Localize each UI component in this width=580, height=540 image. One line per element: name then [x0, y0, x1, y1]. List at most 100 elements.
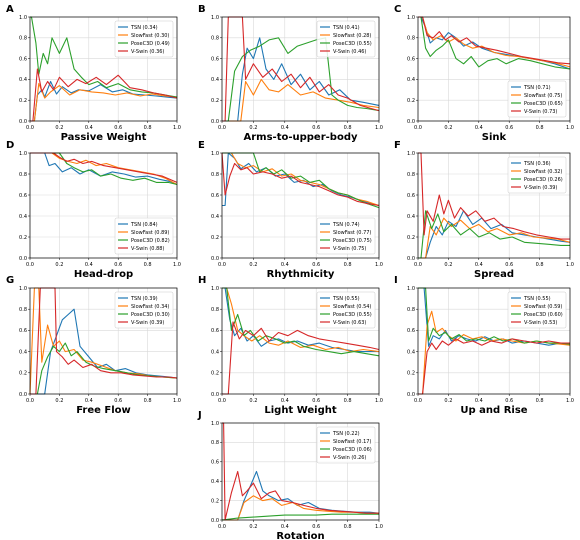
- y-tick-label: 0.6: [211, 193, 219, 199]
- legend-label-slowfast: SlowFast (0.54): [333, 304, 371, 310]
- y-tick-label: 0.0: [211, 518, 219, 524]
- series-line-slowfast: [30, 152, 178, 185]
- x-tick-label: 0.4: [281, 398, 289, 404]
- legend-label-posec3d: PoseC3D (0.60): [524, 312, 563, 318]
- y-tick-label: 0.0: [19, 256, 27, 262]
- plot-frame: [417, 16, 571, 122]
- x-tick-label: 0.2: [249, 125, 257, 131]
- x-tick-label: 0.4: [281, 125, 289, 131]
- x-tick-label: 1.0: [566, 262, 574, 268]
- y-tick-label: 0.6: [407, 56, 415, 62]
- panel-title: Sink: [482, 132, 507, 143]
- x-tick-label: 0.8: [344, 125, 352, 131]
- panel-b: 0.0 0.2 0.4 0.6 0.8 1.0 0.0 0.2 0.4 0.6 0.8 1.0 B Arm…: [198, 4, 383, 143]
- x-tick-label: 0.0: [26, 262, 34, 268]
- y-tick-label: 0.2: [19, 235, 27, 241]
- y-tick-label: 0.8: [19, 36, 27, 42]
- legend-label-slowfast: SlowFast (0.75): [524, 93, 562, 99]
- legend-label-slowfast: SlowFast (0.34): [131, 304, 169, 310]
- panel-j: 0.0 0.2 0.4 0.6 0.8 1.0 0.0 0.2 0.4 0.6 0.8 1.0 J Rot…: [197, 410, 383, 540]
- y-tick-label: 0.6: [407, 328, 415, 334]
- y-tick-label: 0.8: [407, 307, 415, 313]
- x-tick-label: 1.0: [375, 524, 383, 530]
- x-tick-label: 0.4: [85, 125, 93, 131]
- legend-label-slowfast: SlowFast (0.77): [333, 230, 371, 236]
- legend-label-tsn: TSN (0.39): [130, 296, 158, 302]
- x-tick-label: 0.2: [249, 524, 257, 530]
- series-line-posec3d: [418, 16, 571, 70]
- x-tick-label: 1.0: [173, 398, 181, 404]
- legend-box: [316, 217, 376, 255]
- panel-letter: A: [6, 4, 14, 15]
- panel-letter: E: [198, 140, 205, 151]
- legend-label-tsn: TSN (0.41): [332, 25, 360, 31]
- series-line-v-swin: [30, 68, 178, 122]
- x-tick-label: 0.4: [85, 398, 93, 404]
- x-tick-label: 0.8: [144, 262, 152, 268]
- x-tick-label: 1.0: [173, 125, 181, 131]
- x-tick-label: 0.2: [444, 125, 452, 131]
- y-tick-label: 1.0: [407, 286, 415, 292]
- y-tick-label: 0.8: [19, 172, 27, 178]
- panel-title: Free Flow: [76, 405, 131, 416]
- series-line-v-swin: [418, 16, 571, 65]
- series-line-tsn: [30, 152, 178, 186]
- series-line-posec3d: [30, 342, 178, 395]
- y-tick-label: 0.0: [407, 392, 415, 398]
- y-tick-label: 0.4: [211, 214, 219, 220]
- panel-title: Passive Weight: [61, 132, 147, 143]
- legend-box: [114, 217, 174, 255]
- series-line-posec3d: [222, 37, 380, 122]
- legend-box: [316, 20, 376, 58]
- x-tick-label: 0.8: [344, 398, 352, 404]
- panel-letter: F: [394, 140, 401, 151]
- x-tick-label: 0.8: [536, 398, 544, 404]
- series-line-slowfast: [222, 78, 380, 122]
- legend-label-v-swin: V-Swin (0.63): [333, 320, 366, 326]
- series-line-posec3d: [221, 513, 379, 521]
- x-tick-label: 0.0: [218, 262, 226, 268]
- x-tick-label: 0.4: [475, 262, 483, 268]
- x-tick-label: 1.0: [566, 398, 574, 404]
- series-line-posec3d: [418, 210, 570, 259]
- y-tick-label: 0.4: [407, 77, 415, 83]
- y-tick-label: 0.4: [19, 77, 27, 83]
- x-tick-label: 0.6: [312, 262, 320, 268]
- y-tick-label: 0.2: [211, 98, 219, 104]
- x-tick-label: 0.0: [218, 398, 226, 404]
- y-tick-label: 0.8: [407, 172, 415, 178]
- y-tick-label: 0.2: [407, 371, 415, 377]
- legend-label-v-swin: V-Swin (0.53): [524, 320, 557, 326]
- y-tick-label: 0.0: [407, 256, 415, 262]
- plot-frame: [417, 287, 571, 395]
- x-tick-label: 0.2: [55, 398, 63, 404]
- legend-label-posec3d: PoseC3D (0.75): [333, 238, 372, 244]
- y-tick-label: 0.2: [407, 235, 415, 241]
- y-tick-label: 0.6: [19, 193, 27, 199]
- x-tick-label: 0.0: [26, 125, 34, 131]
- panel-title: Spread: [474, 269, 514, 280]
- x-tick-label: 1.0: [173, 262, 181, 268]
- y-tick-label: 0.6: [407, 193, 415, 199]
- legend-label-slowfast: SlowFast (0.59): [524, 304, 562, 310]
- panel-title: Head-drop: [74, 269, 133, 280]
- y-tick-label: 1.0: [19, 286, 27, 292]
- panel-letter: J: [197, 410, 202, 421]
- legend-label-posec3d: PoseC3D (0.55): [333, 41, 372, 47]
- y-tick-label: 0.2: [19, 371, 27, 377]
- legend-label-tsn: TSN (0.36): [523, 161, 551, 167]
- y-tick-label: 0.2: [407, 98, 415, 104]
- x-tick-label: 0.8: [144, 125, 152, 131]
- panel-letter: H: [198, 275, 206, 286]
- panel-c: 0.0 0.2 0.4 0.6 0.8 1.0 0.0 0.2 0.4 0.6 0.8 1.0 C Sin…: [394, 4, 574, 143]
- panel-title: Light Weight: [264, 405, 337, 416]
- plot-frame: [29, 287, 178, 395]
- x-tick-label: 1.0: [375, 125, 383, 131]
- y-tick-label: 0.4: [407, 349, 415, 355]
- panel-title: Arms-to-upper-body: [244, 132, 358, 143]
- legend-label-tsn: TSN (0.84): [130, 222, 158, 228]
- plot-frame: [221, 287, 380, 395]
- panel-e: 0.0 0.2 0.4 0.6 0.8 1.0 0.0 0.2 0.4 0.6 0.8 1.0 E Rhy…: [198, 140, 383, 280]
- y-tick-label: 0.8: [211, 440, 219, 446]
- series-line-posec3d: [30, 16, 178, 98]
